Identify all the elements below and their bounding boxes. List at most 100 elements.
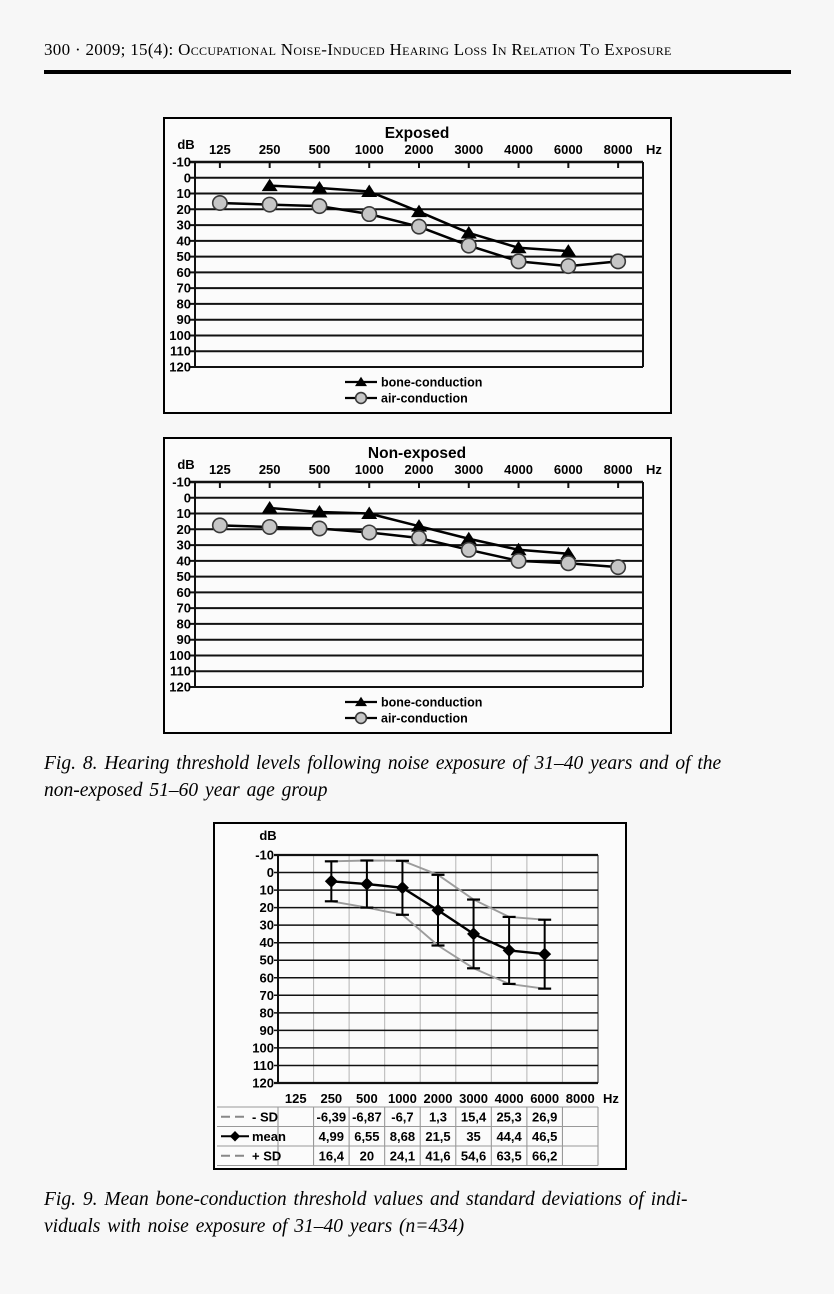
chart-fig9-box: dB -10 0 10 20 30 40 50 60 70 80 90 100 110 120 125 250 5… xyxy=(213,822,627,1170)
svg-text:0: 0 xyxy=(267,865,274,880)
svg-text:0: 0 xyxy=(184,170,191,185)
svg-text:6000: 6000 xyxy=(530,1091,559,1106)
svg-text:110: 110 xyxy=(253,1058,274,1073)
svg-text:250: 250 xyxy=(259,142,281,157)
svg-text:500: 500 xyxy=(309,142,331,157)
svg-text:90: 90 xyxy=(177,312,191,327)
svg-text:6000: 6000 xyxy=(554,142,583,157)
svg-text:bone-conduction: bone-conduction xyxy=(381,376,482,390)
svg-text:6,55: 6,55 xyxy=(354,1129,379,1144)
figure9-caption-line2: viduals with noise exposure of 31–40 yea… xyxy=(44,1216,465,1237)
svg-text:20: 20 xyxy=(177,202,191,217)
legend-item-bone-conduction: bone-conduction xyxy=(345,376,482,390)
table-row-- SD: - SD -6,39 -6,87 -6,7 1,3 15,4 25,3 26,9 xyxy=(221,1109,557,1124)
svg-text:30: 30 xyxy=(177,218,191,233)
svg-text:35: 35 xyxy=(466,1129,480,1144)
svg-text:0: 0 xyxy=(184,490,191,505)
svg-text:2000: 2000 xyxy=(405,462,434,477)
svg-text:bone-conduction: bone-conduction xyxy=(381,696,482,710)
sd-table: - SD -6,39 -6,87 -6,7 1,3 15,4 25,3 26,9 mean 4,9… xyxy=(217,1106,599,1167)
svg-text:25,3: 25,3 xyxy=(496,1109,521,1124)
svg-text:500: 500 xyxy=(309,462,331,477)
svg-text:26,9: 26,9 xyxy=(532,1109,557,1124)
svg-text:41,6: 41,6 xyxy=(425,1148,450,1163)
svg-text:70: 70 xyxy=(177,281,191,296)
svg-text:60: 60 xyxy=(177,265,191,280)
svg-text:8,68: 8,68 xyxy=(390,1129,415,1144)
svg-text:8000: 8000 xyxy=(604,142,633,157)
svg-text:100: 100 xyxy=(252,1040,274,1055)
svg-text:1000: 1000 xyxy=(388,1091,417,1106)
svg-text:90: 90 xyxy=(177,632,191,647)
svg-text:-10: -10 xyxy=(255,848,274,863)
svg-text:4000: 4000 xyxy=(504,142,533,157)
svg-text:60: 60 xyxy=(260,970,274,985)
svg-text:44,4: 44,4 xyxy=(496,1129,522,1144)
chart-exposed-box: Exposed dB -10 0 10 20 30 40 50 60 70 80 90 100 110 120… xyxy=(163,117,672,414)
svg-text:mean: mean xyxy=(252,1129,286,1144)
svg-text:10: 10 xyxy=(260,883,274,898)
svg-text:Hz: Hz xyxy=(646,462,662,477)
svg-text:30: 30 xyxy=(260,918,274,933)
series-air-conduction xyxy=(211,517,627,576)
svg-text:10: 10 xyxy=(177,506,191,521)
svg-text:100: 100 xyxy=(169,328,191,343)
series-air-conduction xyxy=(211,195,627,275)
svg-text:20: 20 xyxy=(260,900,274,915)
svg-text:air-conduction: air-conduction xyxy=(381,392,468,406)
svg-text:63,5: 63,5 xyxy=(496,1148,521,1163)
svg-text:70: 70 xyxy=(260,988,274,1003)
svg-text:Hz: Hz xyxy=(646,142,662,157)
svg-text:dB: dB xyxy=(259,828,276,843)
svg-text:40: 40 xyxy=(260,935,274,950)
plot-exposed: Exposed dB -100102030405060708090100110120… xyxy=(169,125,662,406)
figure8-caption-line1: Fig. 8. Hearing threshold levels followi… xyxy=(44,753,722,774)
svg-text:90: 90 xyxy=(260,1023,274,1038)
plot-nonexposed: Non-exposed dB -10010203040506070809010011… xyxy=(169,445,662,726)
svg-text:3000: 3000 xyxy=(454,142,483,157)
chart-nonexposed: Non-exposed dB -10010203040506070809010011… xyxy=(169,445,662,726)
svg-text:3000: 3000 xyxy=(459,1091,488,1106)
svg-text:4000: 4000 xyxy=(495,1091,524,1106)
svg-text:-10: -10 xyxy=(172,155,191,170)
svg-text:50: 50 xyxy=(260,953,274,968)
svg-text:120: 120 xyxy=(252,1076,274,1091)
svg-text:120: 120 xyxy=(169,680,191,695)
svg-text:air-conduction: air-conduction xyxy=(381,712,468,726)
svg-text:Hz: Hz xyxy=(603,1091,619,1106)
svg-text:40: 40 xyxy=(177,553,191,568)
chart-fig9: dB -10 0 10 20 30 40 50 60 70 80 90 100 110 120 125 250 5… xyxy=(217,828,619,1167)
plot-fig9-mean-sd: dB -10 0 10 20 30 40 50 60 70 80 90 100 110 120 125 250 5… xyxy=(217,828,619,1167)
svg-text:10: 10 xyxy=(177,186,191,201)
svg-text:Non-exposed: Non-exposed xyxy=(368,445,466,462)
svg-text:54,6: 54,6 xyxy=(461,1148,486,1163)
svg-text:250: 250 xyxy=(320,1091,342,1106)
svg-text:125: 125 xyxy=(209,462,231,477)
svg-text:30: 30 xyxy=(177,538,191,553)
table-row-mean: mean 4,99 6,55 8,68 21,5 35 44,4 46,5 xyxy=(221,1129,557,1144)
svg-text:6000: 6000 xyxy=(554,462,583,477)
figure9-caption-line1: Fig. 9. Mean bone-conduction threshold v… xyxy=(44,1189,688,1210)
legend-item-air-conduction: air-conduction xyxy=(345,392,468,406)
legend-item-air-conduction: air-conduction xyxy=(345,712,468,726)
svg-text:-6,87: -6,87 xyxy=(352,1109,382,1124)
svg-text:-6,7: -6,7 xyxy=(391,1109,413,1124)
svg-text:40: 40 xyxy=(177,233,191,248)
svg-text:2000: 2000 xyxy=(405,142,434,157)
svg-text:500: 500 xyxy=(356,1091,378,1106)
svg-text:+ SD: + SD xyxy=(252,1148,281,1163)
svg-text:110: 110 xyxy=(170,664,191,679)
journal-header: 300 · 2009; 15(4): Occupational Noise-In… xyxy=(44,40,672,59)
series-bone-conduction xyxy=(261,178,577,257)
chart-nonexposed-box: Non-exposed dB -10 0 10 20 30 40 50 60 70 80 90 100 11… xyxy=(163,437,672,734)
svg-text:66,2: 66,2 xyxy=(532,1148,557,1163)
svg-text:-10: -10 xyxy=(172,475,191,490)
svg-text:110: 110 xyxy=(170,344,191,359)
svg-text:46,5: 46,5 xyxy=(532,1129,557,1144)
svg-text:60: 60 xyxy=(177,585,191,600)
svg-text:1000: 1000 xyxy=(355,462,384,477)
svg-text:8000: 8000 xyxy=(604,462,633,477)
svg-text:1,3: 1,3 xyxy=(429,1109,447,1124)
svg-text:50: 50 xyxy=(177,249,191,264)
svg-text:- SD: - SD xyxy=(252,1109,278,1124)
